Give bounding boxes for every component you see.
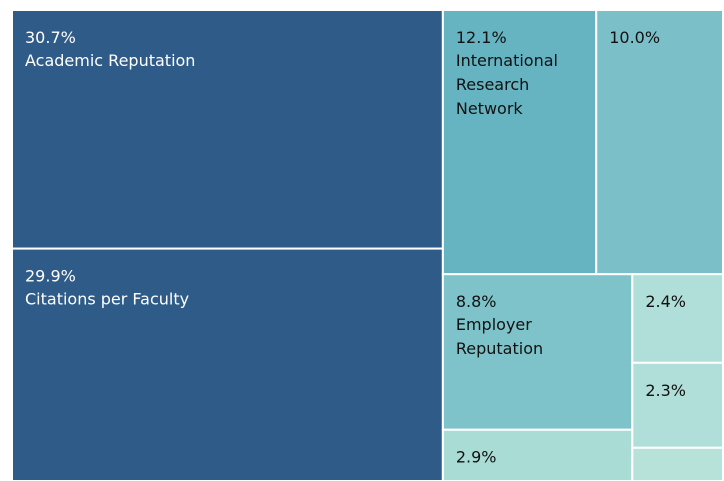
value-label: 8.8% xyxy=(456,292,497,311)
tile xyxy=(595,9,724,276)
value-label: 29.9% xyxy=(25,267,76,286)
value-label: 2.4% xyxy=(645,292,686,311)
category-label: Academic Reputation xyxy=(25,51,195,70)
label-line: International xyxy=(456,51,558,70)
value-label: 10.0% xyxy=(609,28,660,47)
category-label: Employer Reputation xyxy=(456,315,543,358)
tile xyxy=(631,446,724,481)
label-line: Reputation xyxy=(456,339,543,358)
label-line: Research xyxy=(456,75,529,94)
tile xyxy=(631,361,724,449)
value-label: 2.3% xyxy=(645,381,686,400)
tile xyxy=(441,428,634,481)
tile xyxy=(11,247,444,481)
category-label: Citations per Faculty xyxy=(25,290,189,309)
tile xyxy=(11,9,444,250)
category-label: International Research Network xyxy=(456,51,558,118)
label-line: Employer xyxy=(456,315,532,334)
tile xyxy=(441,9,598,276)
value-label: 30.7% xyxy=(25,28,76,47)
tile xyxy=(441,273,634,431)
tile xyxy=(631,273,724,364)
value-label: 12.1% xyxy=(456,28,507,47)
value-label: 2.9% xyxy=(456,448,497,467)
label-line: Network xyxy=(456,99,524,118)
